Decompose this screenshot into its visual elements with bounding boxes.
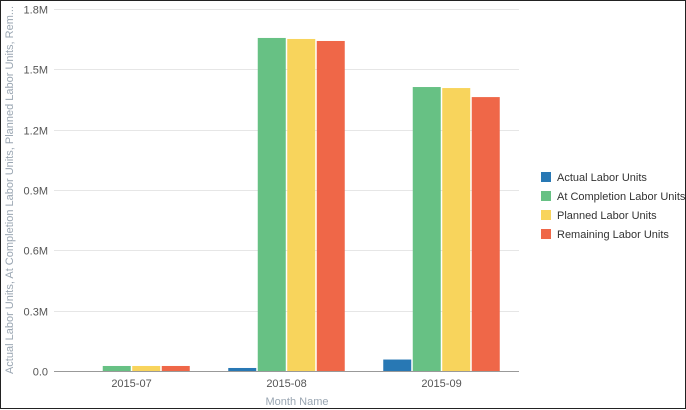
legend-item[interactable]: At Completion Labor Units — [541, 191, 686, 203]
legend-swatch — [541, 172, 551, 182]
legend-item[interactable]: Actual Labor Units — [541, 172, 647, 184]
legend-item[interactable]: Remaining Labor Units — [541, 229, 669, 241]
x-tick-label: 2015-09 — [421, 378, 461, 390]
y-tick-label: 0.6M — [24, 246, 48, 258]
legend-swatch — [541, 210, 551, 220]
bar-actual-labor-units-2015-09[interactable] — [383, 359, 412, 371]
legend-swatch — [541, 229, 551, 239]
x-axis-title: Month Name — [266, 396, 329, 408]
bar-actual-labor-units-2015-08[interactable] — [228, 367, 257, 371]
legend-label: Actual Labor Units — [557, 172, 647, 184]
y-axis-title: Actual Labor Units, At Completion Labor … — [4, 6, 16, 374]
legend-label: Remaining Labor Units — [557, 229, 669, 241]
legend-label: Planned Labor Units — [557, 210, 657, 222]
bars — [102, 37, 500, 372]
legend-swatch — [541, 191, 551, 201]
y-tick-label: 0.9M — [24, 186, 48, 198]
y-tick-label: 0.0 — [33, 367, 48, 379]
gridlines — [54, 9, 519, 312]
y-tick-label: 0.3M — [24, 307, 48, 319]
y-tick-label: 1.5M — [24, 65, 48, 77]
legend-item[interactable]: Planned Labor Units — [541, 210, 657, 222]
bar-at-completion-labor-units-2015-07[interactable] — [102, 365, 131, 371]
y-tick-label: 1.2M — [24, 126, 48, 138]
bar-planned-labor-units-2015-09[interactable] — [442, 88, 471, 371]
bar-at-completion-labor-units-2015-09[interactable] — [412, 87, 441, 371]
legend-label: At Completion Labor Units — [557, 191, 686, 203]
x-tick-label: 2015-08 — [266, 378, 306, 390]
bar-remaining-labor-units-2015-07[interactable] — [161, 365, 190, 371]
x-tick-label: 2015-07 — [111, 378, 151, 390]
bar-at-completion-labor-units-2015-08[interactable] — [257, 37, 286, 372]
y-tick-labels: 0.0 0.3M 0.6M 0.9M 1.2M 1.5M 1.8M — [24, 5, 48, 379]
bar-planned-labor-units-2015-08[interactable] — [287, 38, 316, 372]
bar-planned-labor-units-2015-07[interactable] — [132, 365, 161, 371]
bar-remaining-labor-units-2015-09[interactable] — [471, 97, 500, 371]
bar-remaining-labor-units-2015-08[interactable] — [316, 40, 345, 372]
y-tick-label: 1.8M — [24, 5, 48, 17]
legend: Actual Labor Units At Completion Labor Un… — [541, 172, 686, 241]
x-tick-labels: 2015-07 2015-08 2015-09 — [111, 378, 461, 390]
